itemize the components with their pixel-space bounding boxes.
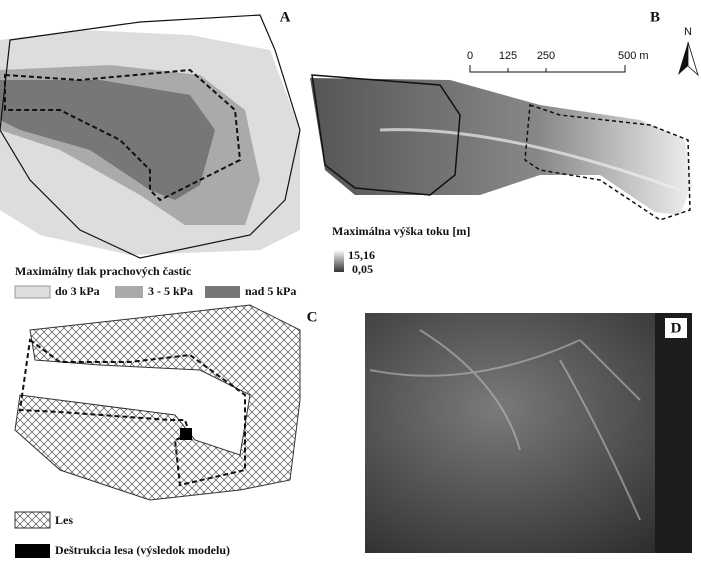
legend-item: Les [55,513,73,527]
destruction [180,428,192,440]
legend-gradient [334,250,344,272]
scale-bar [470,65,625,72]
forest [15,305,300,500]
panel-letter: C [307,309,318,325]
panel-letter: A [280,9,291,25]
panel-d: D [365,313,692,553]
panel-letter: B [650,9,660,25]
aerial-photo [365,313,692,553]
north-label: N [684,26,692,38]
legend-item: do 3 kPa [55,284,100,298]
legend-max: 15,16 [348,248,375,262]
panel-b: B N 0 125 250 500 m Maximálna výška toku… [310,9,698,275]
legend-swatch [115,286,143,298]
legend-swatch [15,512,50,528]
forest-edge [655,313,692,553]
panel-c: C Les Deštrukcia lesa (výsledok modelu) [15,305,317,558]
legend-item: Deštrukcia lesa (výsledok modelu) [55,543,230,557]
legend-min: 0,05 [352,262,373,276]
legend-item: nad 5 kPa [245,284,296,298]
scale-label: 125 [499,50,517,62]
scale-label: 0 [467,50,473,62]
north-arrow [688,42,698,75]
legend-title: Maximálny tlak prachových častíc [15,264,192,278]
legend-item: 3 - 5 kPa [148,284,193,298]
legend-swatch [205,286,240,298]
legend-swatch [15,286,50,298]
legend-swatch [15,544,50,558]
figure: A Maximálny tlak prachových častíc do 3 … [0,0,701,563]
flow-area [310,78,692,215]
panel-a: A Maximálny tlak prachových častíc do 3 … [0,9,300,298]
panel-letter: D [671,320,682,336]
scale-label: 500 m [618,50,649,62]
north-arrow [678,42,688,75]
scale-label: 250 [537,50,555,62]
legend-title: Maximálna výška toku [m] [332,224,470,238]
